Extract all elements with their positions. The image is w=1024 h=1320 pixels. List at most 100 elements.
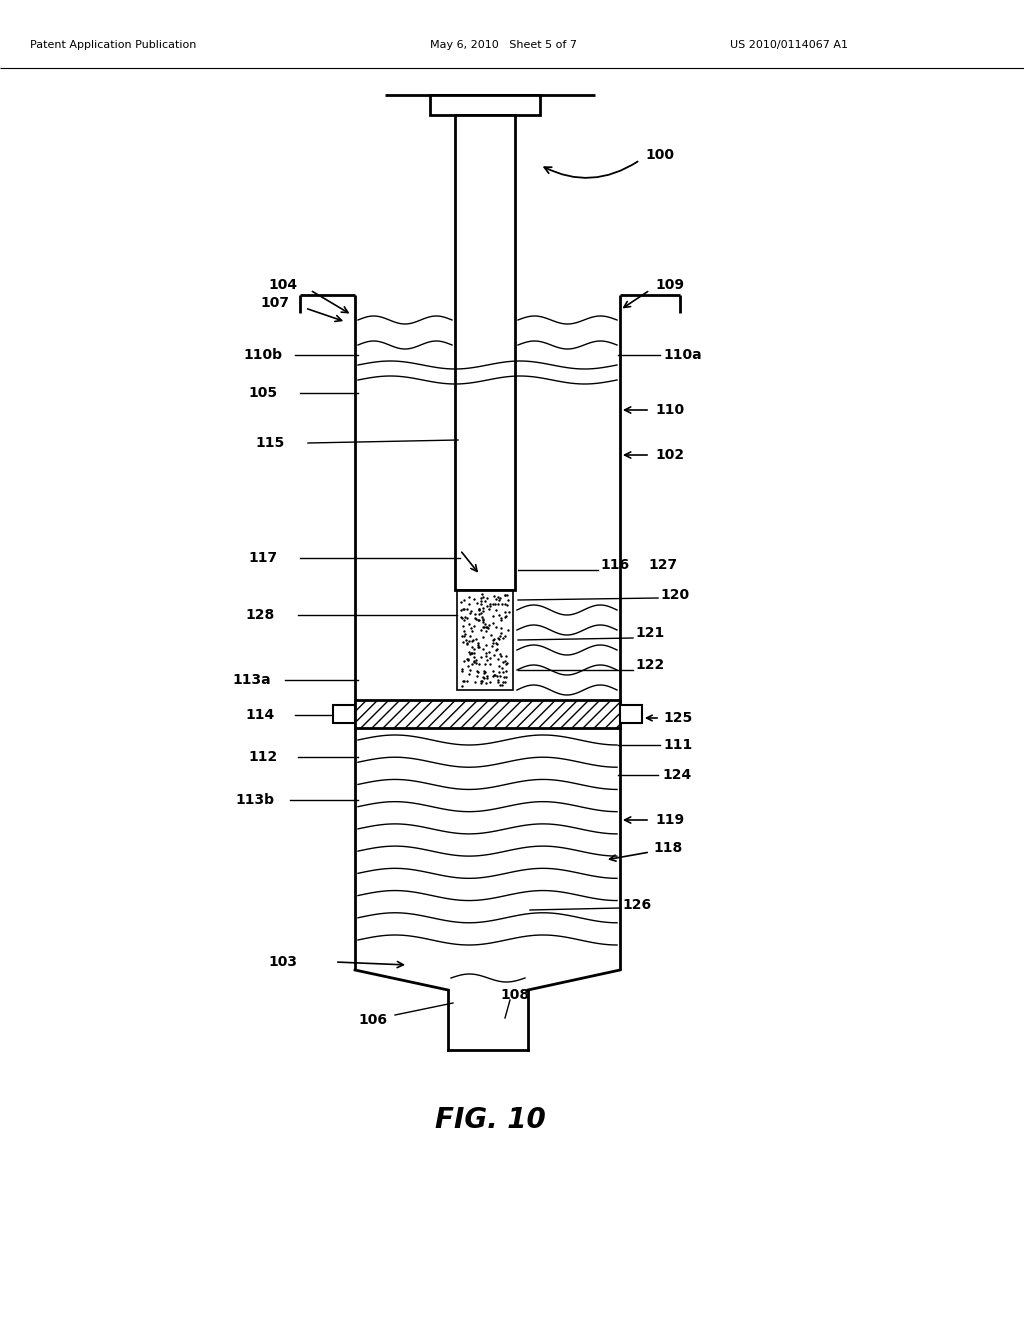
Point xyxy=(459,632,475,653)
Point xyxy=(499,585,515,606)
Point xyxy=(457,649,473,671)
Point xyxy=(473,647,489,668)
Point xyxy=(466,589,482,610)
Point xyxy=(488,665,505,686)
Point xyxy=(458,630,474,651)
Point xyxy=(497,585,513,606)
Point xyxy=(469,665,485,686)
Bar xyxy=(455,115,515,590)
Point xyxy=(494,594,510,615)
Point xyxy=(478,616,495,638)
Point xyxy=(480,618,497,639)
Point xyxy=(484,660,501,681)
Point xyxy=(470,599,486,620)
Point xyxy=(476,653,493,675)
Text: 127: 127 xyxy=(648,558,677,572)
Point xyxy=(468,653,484,675)
Point xyxy=(459,648,475,669)
Point xyxy=(477,590,494,611)
Point xyxy=(462,602,478,623)
Point xyxy=(495,652,511,673)
Point xyxy=(484,628,501,649)
Point xyxy=(492,675,508,696)
Point xyxy=(471,598,487,619)
Text: 106: 106 xyxy=(358,1012,387,1027)
Point xyxy=(456,589,472,610)
Point xyxy=(464,636,480,657)
Text: 113b: 113b xyxy=(234,793,274,807)
Point xyxy=(461,631,477,652)
Point xyxy=(468,649,484,671)
Point xyxy=(496,667,512,688)
Point xyxy=(473,590,489,611)
Point xyxy=(471,603,487,624)
Point xyxy=(497,626,513,647)
Point xyxy=(487,640,504,661)
Point xyxy=(478,643,495,664)
Point xyxy=(470,636,486,657)
Point xyxy=(464,631,480,652)
Point xyxy=(456,620,472,642)
Point xyxy=(497,585,513,606)
Text: May 6, 2010   Sheet 5 of 7: May 6, 2010 Sheet 5 of 7 xyxy=(430,40,577,50)
Point xyxy=(476,661,493,682)
Point xyxy=(492,661,508,682)
Point xyxy=(458,624,474,645)
Point xyxy=(497,606,513,627)
Point xyxy=(483,624,500,645)
Point xyxy=(488,632,505,653)
Point xyxy=(460,656,476,677)
Point xyxy=(493,610,509,631)
Point xyxy=(466,607,482,628)
Point xyxy=(487,664,504,685)
Point xyxy=(473,602,489,623)
Text: 116: 116 xyxy=(600,558,629,572)
Point xyxy=(478,616,495,638)
Point xyxy=(488,638,505,659)
Point xyxy=(492,665,508,686)
Text: 114: 114 xyxy=(245,708,274,722)
Point xyxy=(477,614,494,635)
Point xyxy=(475,616,492,638)
Point xyxy=(464,653,480,675)
Point xyxy=(474,671,490,692)
Text: 119: 119 xyxy=(655,813,684,828)
Point xyxy=(454,591,470,612)
Point xyxy=(497,593,513,614)
Point xyxy=(485,665,502,686)
Point xyxy=(466,647,482,668)
Text: 117: 117 xyxy=(248,550,278,565)
Point xyxy=(474,607,490,628)
Point xyxy=(486,593,503,614)
Point xyxy=(462,644,478,665)
Point xyxy=(486,628,503,649)
Text: 128: 128 xyxy=(245,609,274,622)
Point xyxy=(463,643,479,664)
Point xyxy=(461,663,477,684)
Point xyxy=(474,610,490,631)
Point xyxy=(466,651,482,672)
Point xyxy=(500,620,516,642)
Point xyxy=(473,587,489,609)
Point xyxy=(470,634,486,655)
Point xyxy=(485,612,502,634)
Point xyxy=(478,665,495,686)
Point xyxy=(459,634,475,655)
Text: 115: 115 xyxy=(255,436,285,450)
Point xyxy=(474,616,490,638)
Point xyxy=(454,607,470,628)
Text: 110a: 110a xyxy=(663,348,701,362)
Text: 112: 112 xyxy=(248,750,278,764)
Point xyxy=(492,656,508,677)
Point xyxy=(494,645,510,667)
Point xyxy=(474,627,490,648)
Point xyxy=(499,595,515,616)
Point xyxy=(454,660,470,681)
Point xyxy=(475,667,492,688)
Point xyxy=(461,586,477,607)
Point xyxy=(466,652,482,673)
Point xyxy=(479,667,496,688)
Text: 102: 102 xyxy=(655,447,684,462)
Point xyxy=(455,615,471,636)
Point xyxy=(454,626,470,647)
